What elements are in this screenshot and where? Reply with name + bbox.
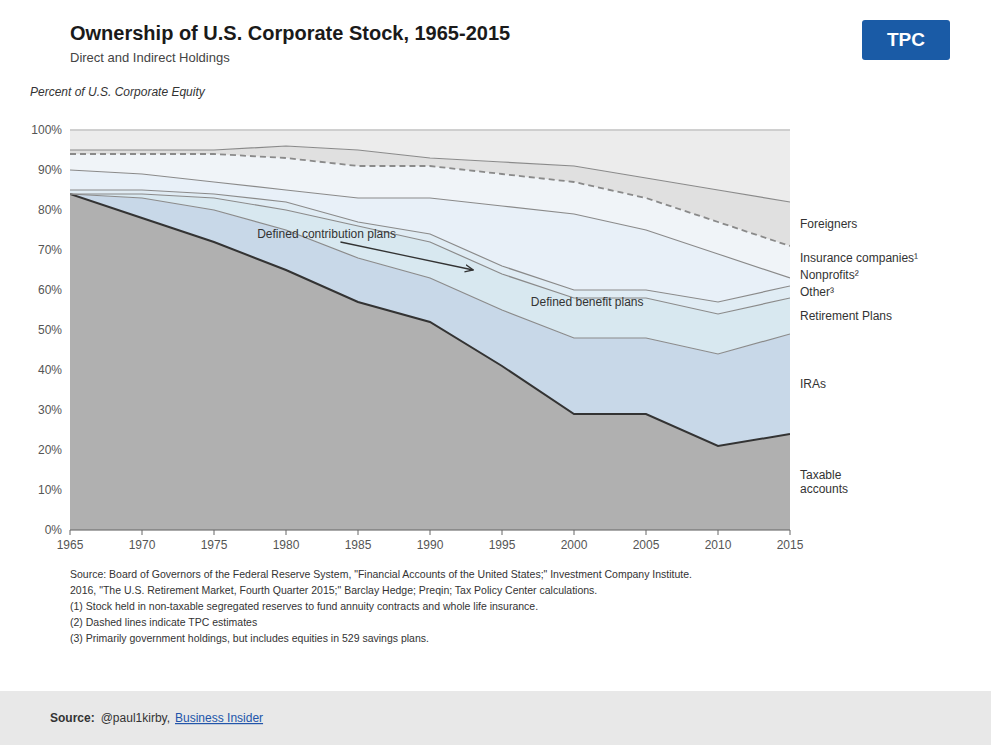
source-line: Source: Board of Governors of the Federa…	[70, 568, 692, 580]
footer-bar	[0, 691, 991, 745]
top-line	[70, 130, 790, 131]
y-axis-label: Percent of U.S. Corporate Equity	[30, 85, 206, 99]
title: Ownership of U.S. Corporate Stock, 1965-…	[70, 22, 510, 44]
x-tick	[502, 530, 503, 535]
y-tick-label: 100%	[31, 123, 62, 137]
x-tick-label: 1975	[201, 538, 228, 552]
x-tick-label: 1985	[345, 538, 372, 552]
logo-box	[862, 20, 950, 60]
source-text: Source: Board of Governors of the Federa…	[70, 568, 692, 644]
x-tick	[70, 530, 71, 535]
boundary-line	[70, 194, 790, 354]
x-tick	[214, 530, 215, 535]
chart: Ownership of U.S. Corporate Stock, 1965-…	[0, 0, 991, 745]
background	[0, 0, 991, 745]
credit-text: @paul1kirby,	[101, 711, 170, 725]
x-tick-label: 1980	[273, 538, 300, 552]
series-label-line: Nonprofits²	[800, 268, 859, 282]
y-tick-label: 70%	[38, 243, 62, 257]
x-tick-label: 1970	[129, 538, 156, 552]
series-label: Insurance companies¹	[800, 251, 918, 265]
annotation-arrow	[340, 242, 473, 270]
x-tick	[574, 530, 575, 535]
series-label-line: Foreigners	[800, 217, 857, 231]
y-tick-label: 60%	[38, 283, 62, 297]
x-tick-label: 2000	[561, 538, 588, 552]
y-tick-label: 20%	[38, 443, 62, 457]
y-tick-label: 30%	[38, 403, 62, 417]
boundary-line	[70, 146, 790, 202]
x-tick-label: 1965	[57, 538, 84, 552]
y-tick-label: 90%	[38, 163, 62, 177]
series-label-line: Insurance companies¹	[800, 251, 918, 265]
x-tick	[718, 530, 719, 535]
subtitle: Direct and Indirect Holdings	[70, 50, 230, 65]
source-line: (2) Dashed lines indicate TPC estimates	[70, 616, 257, 628]
x-tick-label: 2005	[633, 538, 660, 552]
series-label-line: Retirement Plans	[800, 309, 892, 323]
logo: TPC	[887, 29, 925, 50]
x-tick	[790, 530, 791, 535]
series-label: IRAs	[800, 377, 826, 391]
boundary-line	[70, 154, 790, 246]
x-tick-label: 1995	[489, 538, 516, 552]
credit-link: Business Insider	[175, 711, 263, 725]
x-tick-label: 2010	[705, 538, 732, 552]
x-tick	[142, 530, 143, 535]
source-line: (1) Stock held in non-taxable segregated…	[70, 600, 538, 612]
boundary-line	[70, 194, 790, 446]
series-label: Retirement Plans	[800, 309, 892, 323]
series-label-line: Other³	[800, 285, 834, 299]
y-tick-label: 0%	[45, 523, 63, 537]
plot-area	[70, 130, 790, 530]
series-label: Foreigners	[800, 217, 857, 231]
x-tick	[430, 530, 431, 535]
series-label: Taxableaccounts	[800, 468, 848, 496]
y-tick-label: 50%	[38, 323, 62, 337]
grid	[70, 130, 790, 530]
y-tick-label: 40%	[38, 363, 62, 377]
series-label-line: Taxable	[800, 468, 842, 482]
x-tick	[286, 530, 287, 535]
credit-label: Source:	[50, 711, 95, 725]
boundary-line	[70, 170, 790, 278]
series-label-line: IRAs	[800, 377, 826, 391]
source-line: (3) Primarily government holdings, but i…	[70, 632, 429, 644]
series-label-line: accounts	[800, 482, 848, 496]
series-label: Other³	[800, 285, 834, 299]
grid-line	[70, 130, 790, 131]
x-tick	[358, 530, 359, 535]
x-tick-label: 2015	[777, 538, 804, 552]
x-tick-label: 1990	[417, 538, 444, 552]
series-label: Nonprofits²	[800, 268, 859, 282]
y-tick-label: 10%	[38, 483, 62, 497]
boundary-line	[70, 190, 790, 302]
annotation: Defined benefit plans	[531, 295, 644, 309]
source-line: 2016, "The U.S. Retirement Market, Fourt…	[70, 584, 597, 596]
x-tick	[646, 530, 647, 535]
y-tick-label: 80%	[38, 203, 62, 217]
annotation: Defined contribution plans	[257, 227, 396, 241]
